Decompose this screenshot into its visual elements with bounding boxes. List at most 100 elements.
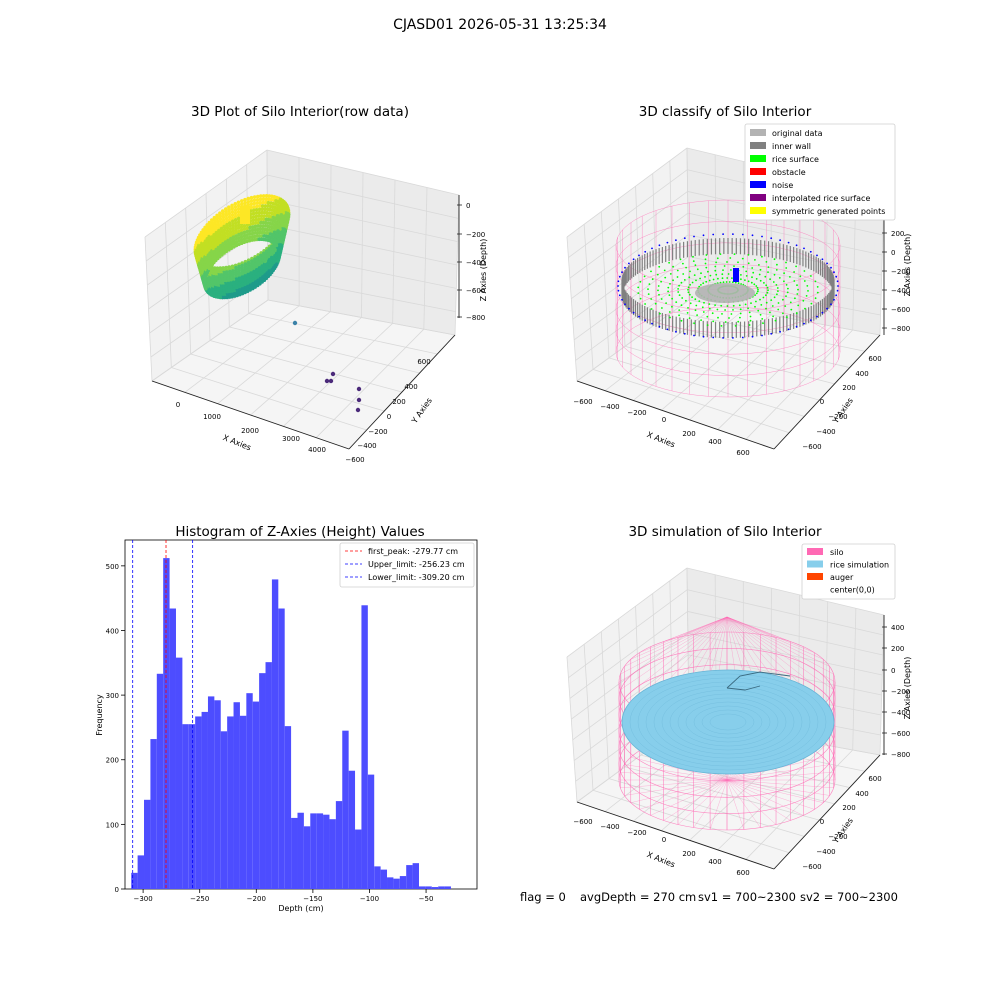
panel-title-histogram: Histogram of Z-Axies (Height) Values bbox=[175, 524, 425, 540]
rice-surface-point bbox=[773, 273, 776, 276]
raw-point bbox=[224, 249, 229, 254]
x-tick-label: −200 bbox=[247, 895, 266, 903]
raw-point bbox=[209, 256, 213, 261]
raw-point bbox=[237, 288, 242, 292]
raw-point bbox=[215, 253, 219, 258]
silo-roof-line bbox=[650, 616, 728, 718]
noise-point bbox=[644, 250, 647, 253]
grid-line bbox=[604, 724, 717, 812]
raw-point bbox=[229, 243, 233, 247]
raw-point bbox=[279, 244, 283, 249]
rice-surface-point bbox=[675, 301, 678, 303]
histogram-bar bbox=[438, 886, 445, 889]
grid-line bbox=[633, 729, 744, 822]
raw-point bbox=[272, 198, 276, 202]
raw-point bbox=[230, 203, 234, 208]
rice-surface-point bbox=[786, 316, 788, 319]
raw-point bbox=[242, 224, 247, 228]
raw-point bbox=[233, 208, 238, 212]
raw-point bbox=[206, 287, 211, 291]
grid-line bbox=[745, 749, 854, 860]
raw-point bbox=[236, 206, 241, 211]
raw-point bbox=[274, 245, 279, 250]
raw-point bbox=[267, 249, 271, 254]
raw-point bbox=[198, 258, 202, 263]
raw-point bbox=[274, 239, 278, 243]
raw-point bbox=[246, 258, 251, 263]
grid-line bbox=[689, 739, 799, 841]
raw-point bbox=[271, 262, 276, 266]
silo-ring bbox=[618, 631, 836, 733]
raw-point bbox=[203, 247, 207, 251]
grid-line bbox=[267, 224, 458, 266]
raw-point bbox=[206, 239, 210, 244]
x-tick-label: −400 bbox=[600, 823, 619, 831]
grid-line bbox=[267, 174, 459, 219]
rice-surface-point bbox=[762, 296, 765, 299]
raw-point bbox=[254, 272, 259, 277]
raw-point bbox=[279, 205, 283, 209]
rice-surface-point bbox=[729, 293, 732, 295]
rice-surface-point bbox=[814, 297, 817, 300]
silo-ring bbox=[618, 697, 836, 798]
histogram-bar bbox=[271, 579, 279, 889]
silo-roof-line bbox=[726, 616, 830, 667]
raw-point bbox=[195, 259, 200, 263]
raw-point bbox=[200, 233, 204, 237]
raw-point bbox=[280, 240, 285, 245]
raw-point bbox=[217, 254, 222, 259]
raw-point bbox=[197, 262, 202, 267]
grid-line bbox=[688, 299, 881, 336]
raw-point bbox=[223, 237, 228, 241]
silo-roof-line bbox=[620, 616, 728, 690]
raw-point bbox=[277, 238, 281, 242]
rice-simulation-mesh bbox=[645, 681, 811, 763]
grid-line bbox=[266, 149, 269, 301]
raw-point bbox=[279, 245, 283, 250]
grid-line bbox=[267, 274, 456, 313]
grid-line bbox=[150, 274, 269, 358]
z-tick-label: −200 bbox=[891, 268, 910, 276]
rice-surface-point bbox=[721, 277, 724, 280]
raw-point bbox=[201, 262, 206, 266]
rice-surface-point bbox=[816, 286, 819, 288]
raw-point bbox=[196, 259, 200, 264]
raw-point bbox=[239, 231, 244, 236]
rice-surface-point bbox=[647, 288, 649, 290]
raw-point bbox=[258, 282, 262, 286]
raw-point bbox=[222, 251, 226, 255]
raw-point bbox=[254, 208, 259, 212]
raw-point bbox=[223, 240, 228, 244]
rice-surface-point bbox=[693, 274, 696, 276]
grid-line bbox=[149, 249, 268, 334]
raw-point bbox=[203, 283, 207, 288]
raw-point bbox=[243, 269, 248, 274]
silo-floor-line bbox=[726, 779, 791, 821]
rice-surface-point bbox=[727, 273, 730, 275]
raw-point bbox=[223, 234, 227, 238]
grid-line bbox=[209, 340, 403, 393]
raw-point bbox=[281, 203, 286, 207]
rice-surface-point bbox=[656, 273, 659, 276]
raw-point bbox=[240, 263, 244, 268]
rice-surface-point bbox=[745, 286, 748, 288]
raw-point bbox=[259, 217, 264, 221]
back-pane-right bbox=[687, 148, 884, 335]
raw-point bbox=[246, 268, 251, 272]
raw-point bbox=[261, 275, 265, 279]
grid-line bbox=[852, 608, 857, 751]
raw-point bbox=[200, 251, 205, 256]
legend-swatch bbox=[750, 129, 766, 136]
raw-point bbox=[274, 209, 279, 214]
raw-point bbox=[216, 270, 220, 275]
raw-point bbox=[260, 277, 265, 282]
rice-surface-point bbox=[725, 281, 728, 283]
raw-point bbox=[261, 256, 265, 261]
raw-point bbox=[278, 227, 282, 231]
raw-point bbox=[277, 251, 282, 256]
rice-surface-point bbox=[748, 297, 751, 300]
raw-point bbox=[271, 265, 275, 269]
raw-point bbox=[231, 273, 235, 278]
grid-line bbox=[566, 147, 688, 238]
silo-roof-line bbox=[624, 616, 728, 698]
